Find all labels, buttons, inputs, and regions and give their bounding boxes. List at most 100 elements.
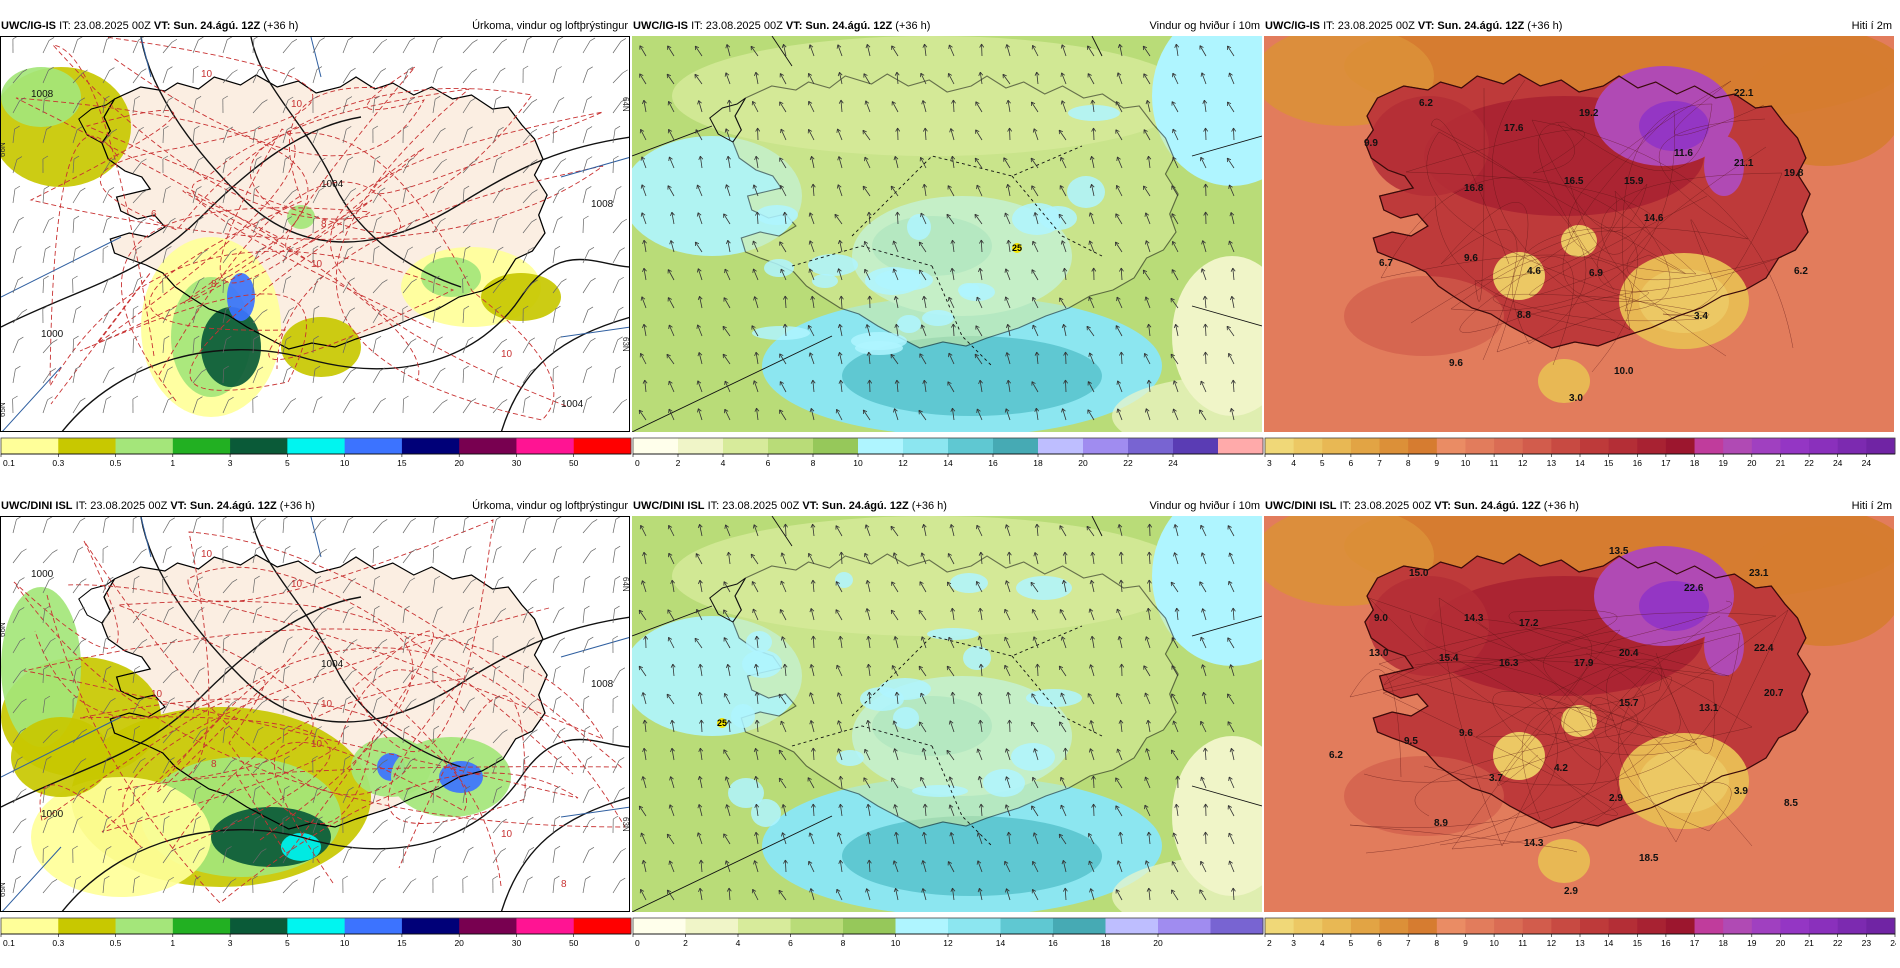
contour-label: 6 — [151, 209, 157, 220]
colorbar-label: 12 — [1547, 938, 1557, 948]
colorbar-label: 13 — [1575, 938, 1585, 948]
temperature-value: 9.9 — [1364, 138, 1378, 149]
colorbar-swatch — [116, 918, 174, 934]
contour-label: 1000 — [41, 809, 64, 820]
temperature-value: 16.5 — [1564, 176, 1584, 187]
model-name: UWC/IG-IS — [1265, 20, 1320, 32]
colorbar-swatch — [1294, 438, 1323, 454]
temperature-value: 15.9 — [1624, 176, 1644, 187]
contour-label: 1000 — [31, 569, 54, 580]
contour-label: 10 — [311, 739, 323, 750]
temperature-value: 9.6 — [1464, 253, 1478, 264]
colorbar-swatch — [1465, 918, 1494, 934]
colorbar-label: 10 — [340, 938, 350, 948]
lead-time: (+36 h) — [280, 500, 315, 512]
colorbar-swatch — [1723, 438, 1752, 454]
colorbar-label: 7 — [1377, 458, 1382, 468]
colorbar-label: 16 — [988, 458, 998, 468]
init-time: IT: 23.08.2025 00Z — [691, 20, 783, 32]
colorbar-swatch — [1838, 918, 1867, 934]
temperature-value: 9.6 — [1459, 728, 1473, 739]
colorbar-label: 24 — [1890, 938, 1896, 948]
colorbar-swatch — [791, 918, 844, 934]
temperature-value: 2.9 — [1564, 886, 1578, 897]
temperature-value: 17.6 — [1504, 123, 1524, 134]
temperature-value: 23.1 — [1749, 568, 1769, 579]
colorbar-swatch — [858, 438, 904, 454]
colorbar-label: 2 — [1267, 938, 1272, 948]
colorbar-swatch — [1322, 918, 1351, 934]
panel-dini-wind: UWC/DINI ISL IT: 23.08.2025 00Z VT: Sun.… — [632, 498, 1264, 968]
temperature-value: 6.2 — [1419, 98, 1433, 109]
lead-time: (+36 h) — [1527, 20, 1562, 32]
temperature-value: 6.9 — [1589, 268, 1603, 279]
colorbar-swatch — [843, 918, 896, 934]
colorbar-swatch — [1780, 918, 1809, 934]
panel-title: Vindur og hviður í 10m — [1150, 498, 1260, 514]
valid-time: Sun. 24.ágú. 12Z — [805, 20, 892, 32]
model-name: UWC/IG-IS — [633, 20, 688, 32]
colorbar-label: 15 — [397, 458, 407, 468]
contour-label: 10 — [291, 99, 303, 110]
colorbar-label: 17 — [1661, 458, 1671, 468]
colorbar-label: 20 — [1153, 938, 1163, 948]
temperature-value: 15.4 — [1439, 653, 1459, 664]
colorbar-label: 16 — [1633, 458, 1643, 468]
colorbar-label: 15 — [1604, 458, 1614, 468]
temperature-value: 4.2 — [1554, 763, 1568, 774]
temperature-value: 3.0 — [1569, 393, 1583, 404]
colorbar-label: 19 — [1718, 458, 1728, 468]
colorbar-label: 22 — [1123, 458, 1133, 468]
colorbar-label: 16 — [1048, 938, 1058, 948]
colorbar-label: 1 — [170, 938, 175, 948]
init-time: IT: 23.08.2025 00Z — [1340, 500, 1432, 512]
colorbar-swatch — [516, 438, 574, 454]
temperature-value: 9.5 — [1404, 736, 1418, 747]
colorbar-label: 50 — [569, 458, 579, 468]
colorbar-label: 23 — [1862, 938, 1872, 948]
colorbar-swatch — [345, 918, 403, 934]
panel-igis-wind: UWC/IG-IS IT: 23.08.2025 00Z VT: Sun. 24… — [632, 18, 1264, 488]
contour-label: 1008 — [591, 679, 614, 690]
colorbar-swatch — [1752, 918, 1781, 934]
init-time: IT: 23.08.2025 00Z — [76, 500, 168, 512]
contour-label: 10 — [501, 829, 513, 840]
colorbar-label: 20 — [454, 458, 464, 468]
temperature-value: 18.5 — [1639, 853, 1659, 864]
colorbar-swatch — [1780, 438, 1809, 454]
lead-time: (+36 h) — [1544, 500, 1579, 512]
colorbar-swatch — [173, 438, 231, 454]
panel-header: UWC/DINI ISL IT: 23.08.2025 00Z VT: Sun.… — [1264, 498, 1896, 514]
temperature-value: 22.1 — [1734, 88, 1754, 99]
colorbar-swatch — [173, 918, 231, 934]
colorbar-label: 20 — [1776, 938, 1786, 948]
temperature-value: 17.2 — [1519, 618, 1539, 629]
colorbar-label: 22 — [1804, 458, 1814, 468]
colorbar-swatch — [903, 438, 949, 454]
colorbar-label: 21 — [1804, 938, 1814, 948]
colorbar-label: 5 — [1320, 458, 1325, 468]
colorbar-label: 14 — [1604, 938, 1614, 948]
contour-label: 10 — [311, 259, 323, 270]
valid-time: Sun. 24.ágú. 12Z — [190, 500, 277, 512]
colorbar-label: 3 — [228, 458, 233, 468]
colorbar-label: 16 — [1661, 938, 1671, 948]
colorbar: 23456789101112131415161718192021222324 — [1264, 916, 1896, 950]
colorbar-swatch — [1752, 438, 1781, 454]
latitude-label: 66N — [1, 622, 7, 637]
latitude-label: 66N — [1, 142, 7, 157]
colorbar-swatch — [58, 438, 116, 454]
colorbar-label: 14 — [996, 938, 1006, 948]
colorbar-label: 7 — [1406, 938, 1411, 948]
colorbar-label: 5 — [285, 458, 290, 468]
colorbar-label: 9 — [1463, 938, 1468, 948]
panel-header: UWC/IG-IS IT: 23.08.2025 00Z VT: Sun. 24… — [0, 18, 632, 34]
init-time: IT: 23.08.2025 00Z — [1323, 20, 1415, 32]
colorbar-swatch — [1322, 438, 1351, 454]
gust-label: 25 — [1012, 243, 1022, 253]
